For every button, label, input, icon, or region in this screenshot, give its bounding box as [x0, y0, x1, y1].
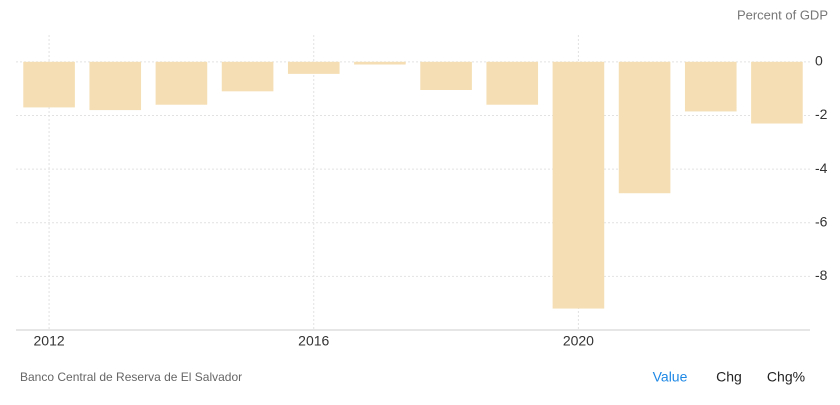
- tab[interactable]: Value: [653, 369, 688, 385]
- bar: [23, 61, 75, 108]
- y-tick-label: 0: [815, 53, 823, 69]
- bar: [552, 61, 605, 309]
- y-tick-label: -8: [815, 267, 828, 283]
- bar: [89, 61, 142, 111]
- bar: [751, 61, 803, 124]
- x-tick-label: 2020: [563, 333, 594, 349]
- tab[interactable]: Chg%: [767, 369, 805, 385]
- x-tick-label: 2012: [34, 333, 65, 349]
- bar: [486, 61, 539, 105]
- bar: [684, 61, 737, 112]
- bar: [618, 61, 671, 194]
- bar: [420, 61, 472, 90]
- bar: [287, 61, 340, 74]
- unit-label: Percent of GDP: [737, 7, 828, 22]
- y-tick-label: -6: [815, 213, 828, 229]
- tab[interactable]: Chg: [716, 369, 742, 385]
- bar: [221, 61, 274, 92]
- y-tick-label: -4: [815, 160, 828, 176]
- bar: [354, 61, 406, 65]
- x-tick-label: 2016: [298, 333, 329, 349]
- source: Banco Central de Reserva de El Salvador: [20, 370, 242, 384]
- bar: [155, 61, 208, 105]
- y-tick-label: -2: [815, 106, 828, 122]
